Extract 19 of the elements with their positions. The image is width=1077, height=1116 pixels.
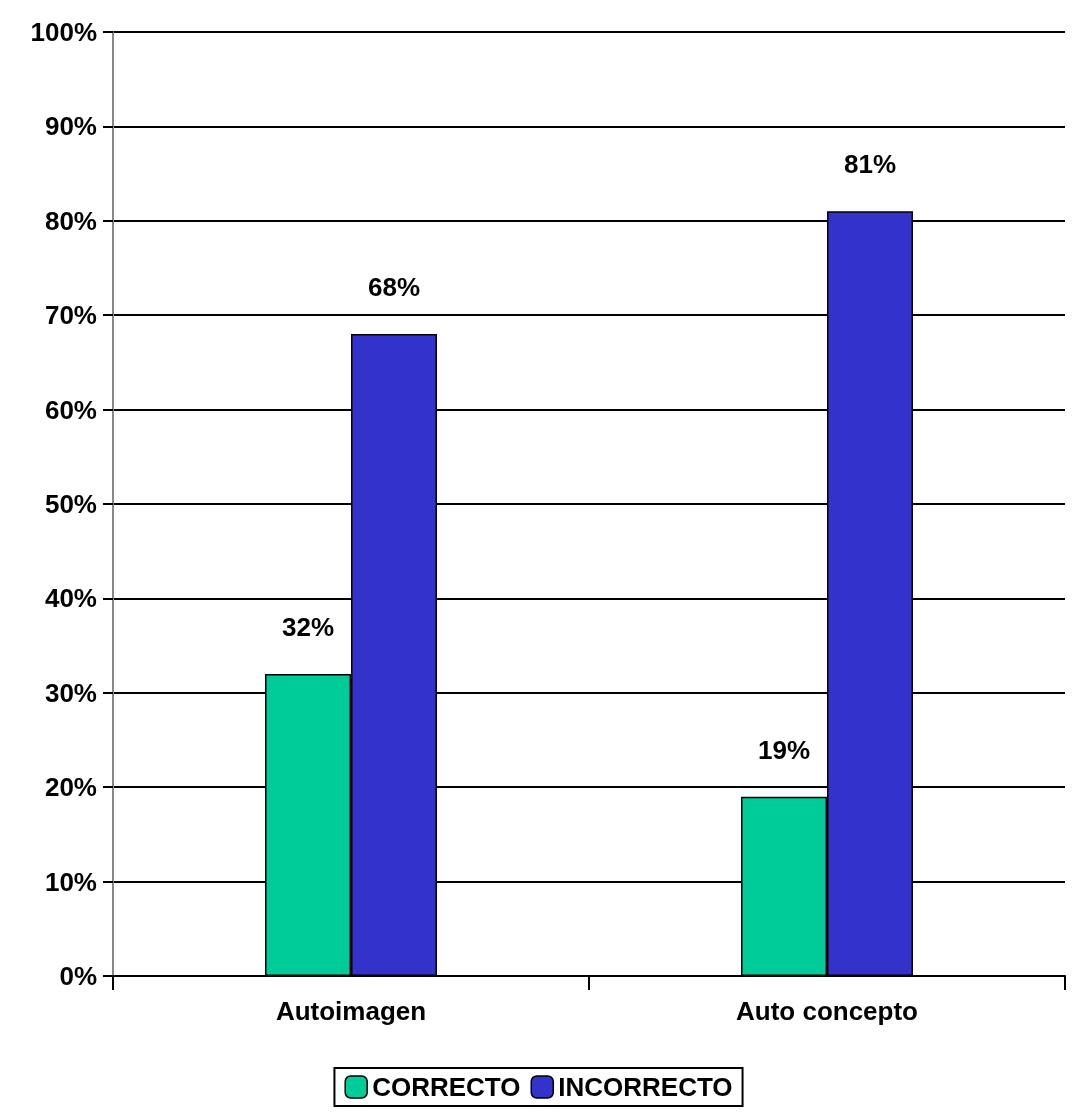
y-tick-label: 90% bbox=[44, 111, 97, 142]
y-tick-label: 10% bbox=[44, 866, 97, 897]
y-tick-label: 80% bbox=[44, 205, 97, 236]
y-tick-label: 60% bbox=[44, 394, 97, 425]
data-label: 81% bbox=[843, 149, 897, 180]
data-label: 19% bbox=[757, 734, 811, 765]
y-tick-label: 100% bbox=[30, 17, 97, 47]
x-tick-label: Auto concepto bbox=[736, 996, 918, 1026]
legend-label: INCORRECTO bbox=[558, 1072, 733, 1102]
y-tick-label: 70% bbox=[44, 300, 97, 331]
y-tick-label: 20% bbox=[44, 772, 97, 803]
data-label: 68% bbox=[367, 272, 421, 303]
y-tick-label: 30% bbox=[44, 677, 97, 708]
y-tick-label: 40% bbox=[44, 583, 97, 614]
y-tick-label: 0% bbox=[59, 961, 97, 991]
legend-label: CORRECTO bbox=[372, 1072, 521, 1102]
data-label: 32% bbox=[281, 611, 335, 642]
y-tick-label: 50% bbox=[44, 489, 97, 519]
x-tick-label: Autoimagen bbox=[275, 996, 427, 1026]
